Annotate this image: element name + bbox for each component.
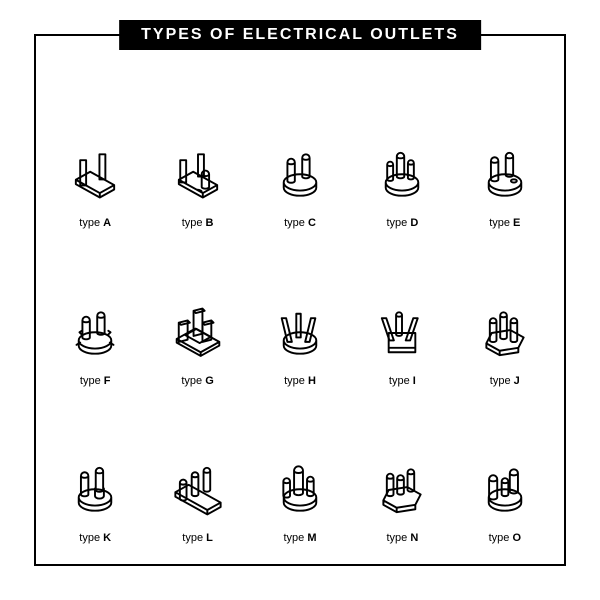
outlet-label: type G bbox=[181, 375, 213, 387]
outlet-cell: type E bbox=[456, 78, 554, 229]
plug-icon-type-i bbox=[362, 293, 442, 373]
outlet-cell: type N bbox=[353, 393, 451, 544]
outlet-cell: type G bbox=[148, 235, 246, 386]
outlet-cell: type D bbox=[353, 78, 451, 229]
outlet-label: type J bbox=[490, 375, 520, 387]
title-text: TYPES OF ELECTRICAL OUTLETS bbox=[141, 26, 459, 43]
plug-icon-type-f bbox=[55, 293, 135, 373]
outlet-cell: type B bbox=[148, 78, 246, 229]
outlet-cell: type H bbox=[251, 235, 349, 386]
outlet-label: type N bbox=[386, 532, 418, 544]
outlet-label: type H bbox=[284, 375, 316, 387]
outlet-label: type F bbox=[80, 375, 111, 387]
outlet-cell: type O bbox=[456, 393, 554, 544]
outlet-label: type O bbox=[489, 532, 521, 544]
plug-icon-type-c bbox=[260, 135, 340, 215]
plug-icon-type-a bbox=[55, 135, 135, 215]
plug-icon-type-g bbox=[158, 293, 238, 373]
plug-icon-type-o bbox=[465, 450, 545, 530]
outlet-label: type D bbox=[386, 217, 418, 229]
plug-icon-type-e bbox=[465, 135, 545, 215]
plug-icon-type-m bbox=[260, 450, 340, 530]
outlet-label: type K bbox=[79, 532, 111, 544]
outlet-cell: type C bbox=[251, 78, 349, 229]
outlet-label: type A bbox=[79, 217, 111, 229]
page: TYPES OF ELECTRICAL OUTLETS type A type B… bbox=[0, 0, 600, 600]
outlet-label: type M bbox=[283, 532, 316, 544]
content-frame: TYPES OF ELECTRICAL OUTLETS type Atype B… bbox=[34, 34, 566, 566]
outlet-cell: type A bbox=[46, 78, 144, 229]
outlet-cell: type M bbox=[251, 393, 349, 544]
outlet-label: type L bbox=[182, 532, 213, 544]
outlet-grid: type A type B type C type D type E type F type… bbox=[46, 78, 554, 544]
outlet-label: type C bbox=[284, 217, 316, 229]
title-bar: TYPES OF ELECTRICAL OUTLETS bbox=[119, 20, 481, 50]
outlet-cell: type J bbox=[456, 235, 554, 386]
outlet-label: type B bbox=[182, 217, 214, 229]
outlet-label: type E bbox=[489, 217, 520, 229]
outlet-cell: type K bbox=[46, 393, 144, 544]
plug-icon-type-n bbox=[362, 450, 442, 530]
plug-icon-type-j bbox=[465, 293, 545, 373]
outlet-cell: type F bbox=[46, 235, 144, 386]
plug-icon-type-h bbox=[260, 293, 340, 373]
plug-icon-type-l bbox=[158, 450, 238, 530]
plug-icon-type-d bbox=[362, 135, 442, 215]
outlet-label: type I bbox=[389, 375, 416, 387]
plug-icon-type-b bbox=[158, 135, 238, 215]
outlet-cell: type L bbox=[148, 393, 246, 544]
plug-icon-type-k bbox=[55, 450, 135, 530]
outlet-cell: type I bbox=[353, 235, 451, 386]
